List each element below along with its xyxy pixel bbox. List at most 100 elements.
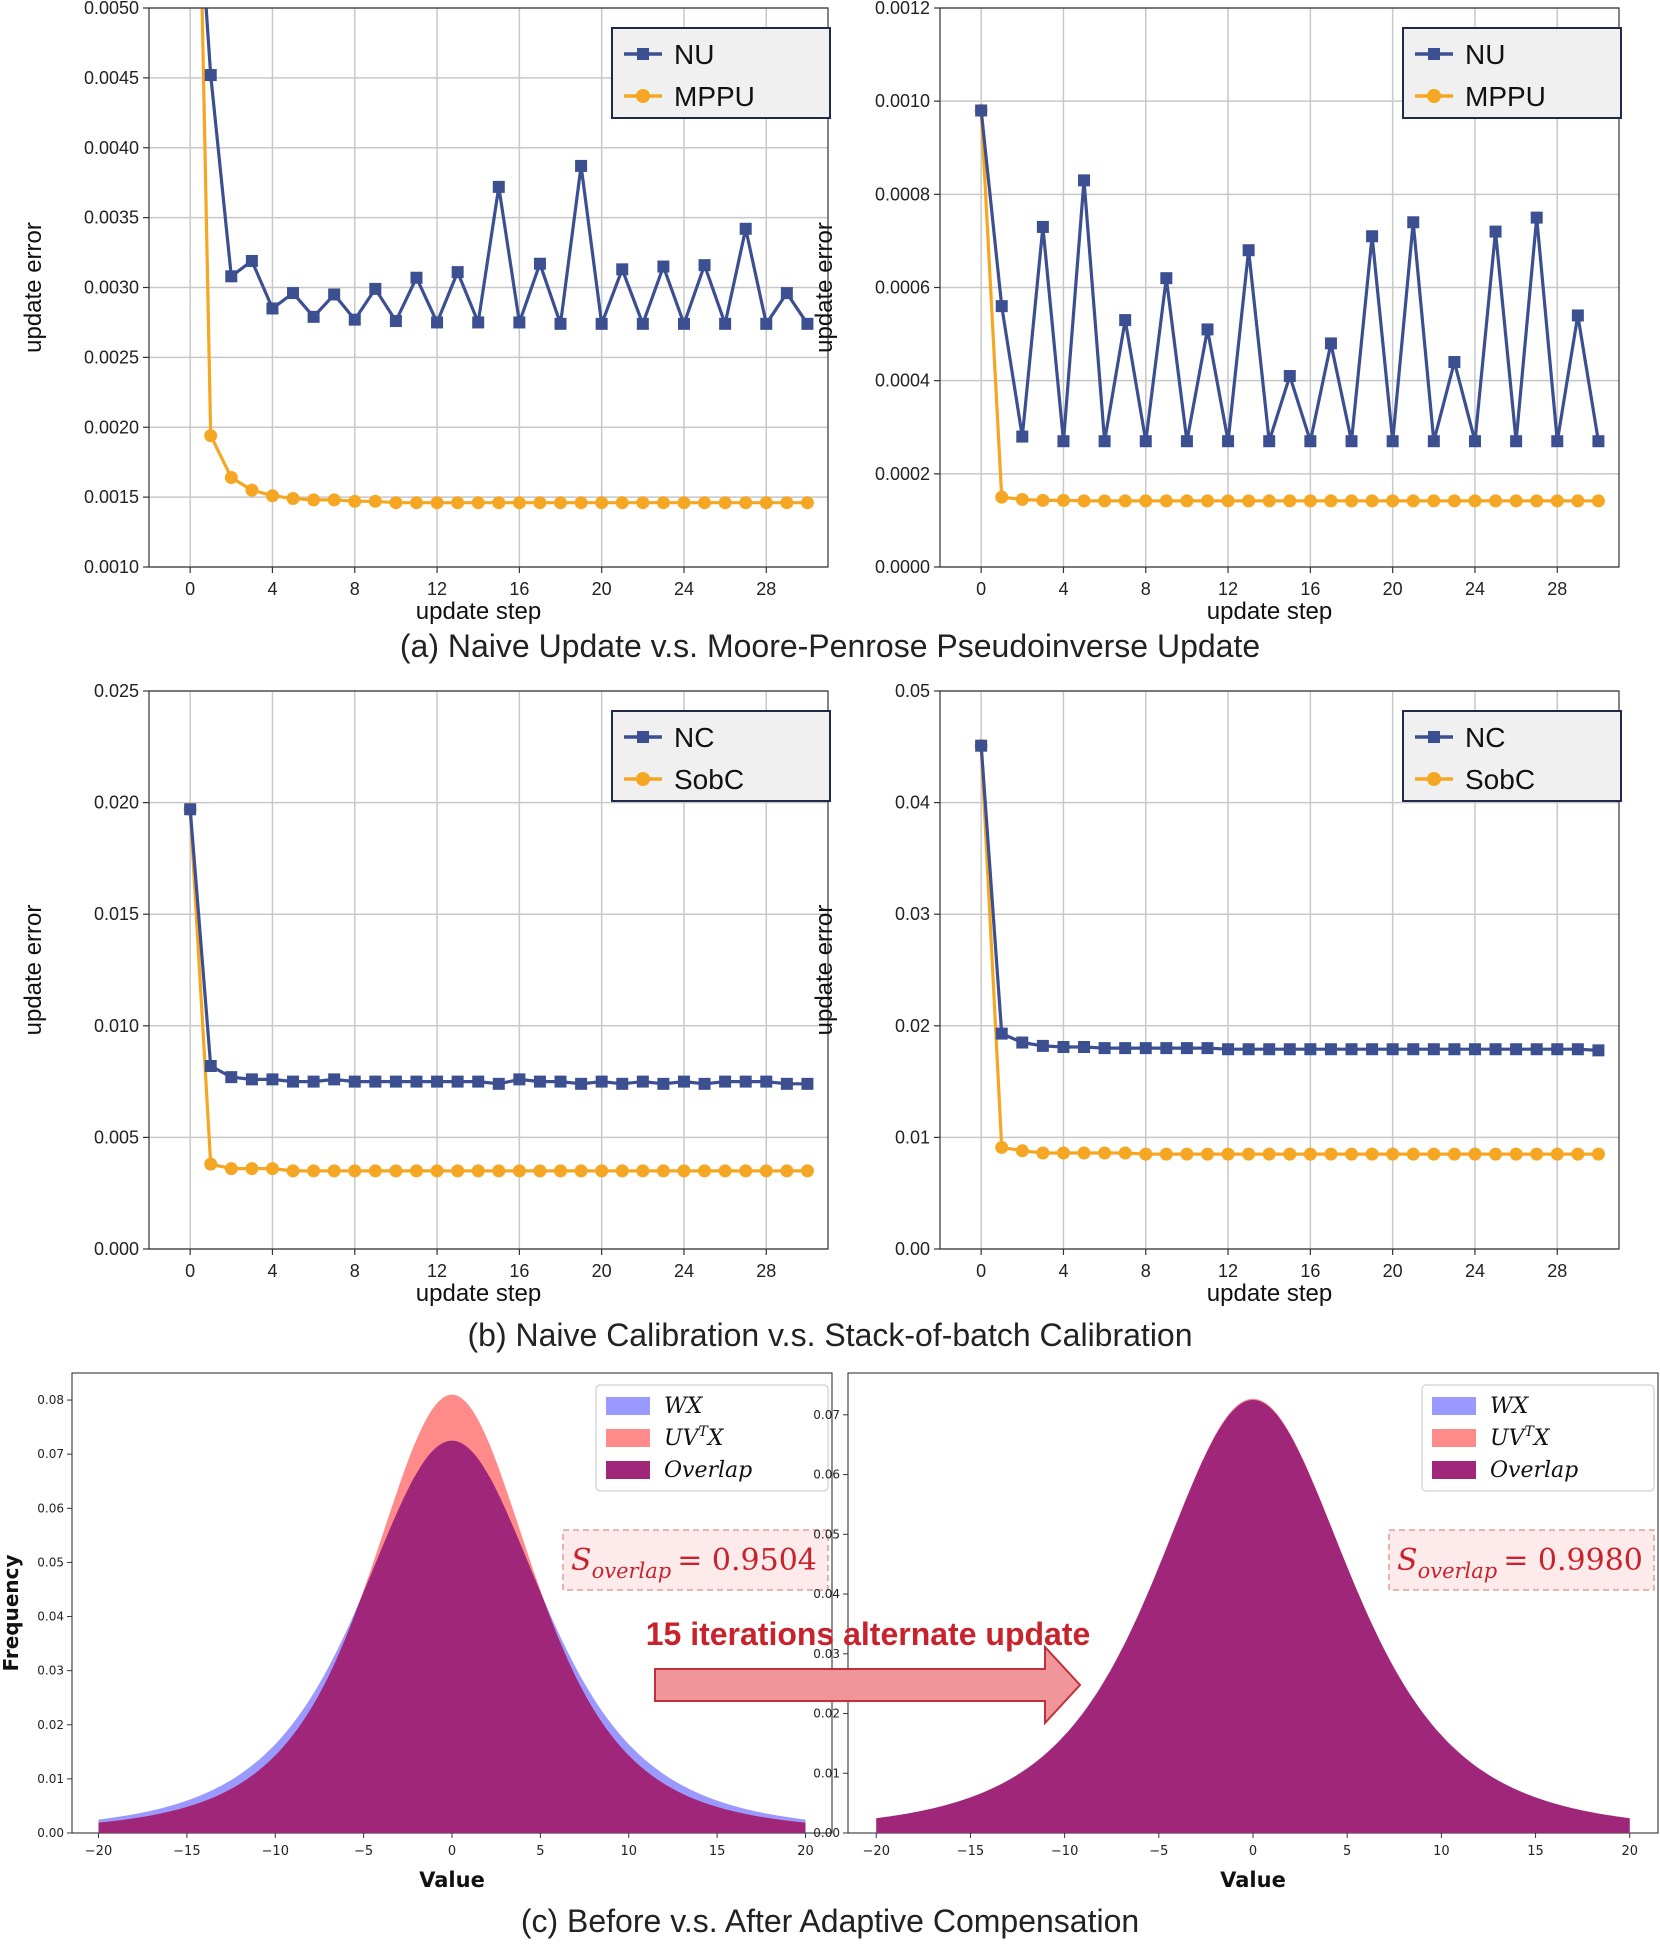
legend-box bbox=[1402, 27, 1622, 119]
x-tick-label: 4 bbox=[1058, 1261, 1068, 1281]
data-point-MPPU bbox=[698, 496, 712, 510]
x-tick-label: −20 bbox=[863, 1844, 890, 1859]
x-tick-label: −10 bbox=[262, 1844, 289, 1859]
data-point-NU bbox=[554, 317, 567, 330]
x-tick-label: 16 bbox=[509, 579, 529, 599]
data-point-NC bbox=[204, 1059, 217, 1072]
data-point-NU bbox=[1427, 435, 1440, 448]
data-point-MPPU bbox=[1015, 492, 1029, 506]
data-point-NC bbox=[1242, 1043, 1255, 1056]
data-point-MPPU bbox=[409, 496, 423, 510]
x-tick-label: 15 bbox=[709, 1844, 726, 1859]
axes-frame bbox=[939, 690, 1620, 1250]
x-tick-label: 5 bbox=[1343, 1844, 1351, 1859]
legend-box bbox=[611, 27, 831, 119]
y-tick-label: 0.01 bbox=[813, 1766, 840, 1780]
x-tick-label: 24 bbox=[1465, 1261, 1485, 1281]
data-point-NU bbox=[1242, 244, 1255, 257]
data-point-MPPU bbox=[224, 471, 238, 485]
data-point-NC bbox=[184, 803, 197, 816]
x-tick-label: 12 bbox=[427, 1261, 447, 1281]
x-axis-label: update step bbox=[1207, 598, 1332, 625]
overlap-score: Soverlap = 0.9504 bbox=[571, 1543, 817, 1583]
data-point-NC bbox=[431, 1075, 444, 1088]
data-point-NU bbox=[1592, 435, 1605, 448]
data-point-NU bbox=[1530, 211, 1543, 224]
data-point-NC bbox=[245, 1073, 258, 1086]
data-point-MPPU bbox=[1159, 494, 1173, 508]
data-point-NC bbox=[472, 1075, 485, 1088]
data-point-MPPU bbox=[471, 496, 485, 510]
chart-a-left: 0 4 8 12 16 20 24 28 0.0010 0.0015 0.0020 0.0025 0.0… bbox=[20, 0, 831, 625]
data-point-NU bbox=[287, 287, 300, 300]
data-point-NU bbox=[1263, 435, 1276, 448]
data-point-SobC bbox=[512, 1164, 526, 1178]
x-tick-label: 20 bbox=[592, 579, 612, 599]
y-tick-label: 0.01 bbox=[37, 1772, 64, 1786]
data-point-NU bbox=[513, 316, 526, 329]
data-point-SobC bbox=[1159, 1147, 1173, 1161]
data-point-SobC bbox=[533, 1164, 547, 1178]
data-point-SobC bbox=[1036, 1146, 1050, 1160]
x-tick-label: 10 bbox=[1433, 1844, 1450, 1859]
legend-label-NC: NC bbox=[1465, 722, 1505, 753]
data-point-MPPU bbox=[1365, 494, 1379, 508]
y-tick-label: 0.025 bbox=[94, 681, 139, 701]
data-point-NC bbox=[1571, 1043, 1584, 1056]
legend-marker-MPPU bbox=[1427, 89, 1441, 103]
data-point-MPPU bbox=[327, 493, 341, 507]
data-point-SobC bbox=[1468, 1147, 1482, 1161]
chart-c-left: −20 −15 −10 −5 0 5 10 15 20 0.00 0.01 0.02 0.03 0.04 0… bbox=[0, 1372, 833, 1892]
data-point-NU bbox=[739, 222, 752, 235]
data-point-NU bbox=[595, 317, 608, 330]
x-tick-label: 12 bbox=[1218, 1261, 1238, 1281]
data-point-SobC bbox=[800, 1164, 814, 1178]
data-point-SobC bbox=[1591, 1147, 1605, 1161]
data-point-SobC bbox=[409, 1164, 423, 1178]
y-tick-label: 0.03 bbox=[895, 904, 930, 924]
data-point-MPPU bbox=[451, 496, 465, 510]
data-point-NC bbox=[1057, 1041, 1070, 1054]
data-point-SobC bbox=[759, 1164, 773, 1178]
x-tick-label: 0 bbox=[185, 579, 195, 599]
data-point-NU bbox=[1016, 430, 1029, 443]
series-line-SobC bbox=[188, 809, 808, 1173]
data-point-MPPU bbox=[800, 496, 814, 510]
data-point-NU bbox=[1098, 435, 1111, 448]
x-tick-label: 0 bbox=[976, 1261, 986, 1281]
data-point-MPPU bbox=[677, 496, 691, 510]
x-tick-label: 0 bbox=[185, 1261, 195, 1281]
data-point-NC bbox=[1366, 1043, 1379, 1056]
data-point-SobC bbox=[1098, 1146, 1112, 1160]
data-point-NC bbox=[1119, 1042, 1132, 1055]
y-tick-label: 0.000 bbox=[94, 1239, 139, 1259]
data-point-MPPU bbox=[1262, 494, 1276, 508]
data-point-NC bbox=[1283, 1043, 1296, 1056]
y-tick-label: 0.00 bbox=[895, 1239, 930, 1259]
series-line-NU bbox=[979, 110, 1600, 443]
data-point-SobC bbox=[656, 1164, 670, 1178]
data-point-NC bbox=[1222, 1043, 1235, 1056]
data-point-SobC bbox=[1180, 1147, 1194, 1161]
data-point-MPPU bbox=[1139, 494, 1153, 508]
legend-marker-SobC bbox=[636, 772, 650, 786]
data-point-NU bbox=[801, 317, 814, 330]
data-point-MPPU bbox=[595, 496, 609, 510]
data-point-MPPU bbox=[1406, 494, 1420, 508]
arrow-label: 15 iterations alternate update bbox=[646, 1616, 1091, 1652]
data-point-MPPU bbox=[307, 493, 321, 507]
x-tick-label: 20 bbox=[1383, 579, 1403, 599]
x-tick-label: 8 bbox=[350, 1261, 360, 1281]
x-tick-label: −20 bbox=[85, 1844, 112, 1859]
data-point-NC bbox=[389, 1075, 402, 1088]
data-point-SobC bbox=[780, 1164, 794, 1178]
y-tick-label: 0.0010 bbox=[84, 557, 139, 577]
y-tick-label: 0.03 bbox=[813, 1647, 840, 1661]
plot-area bbox=[974, 103, 1605, 508]
data-point-NU bbox=[1283, 370, 1296, 383]
data-point-NC bbox=[1592, 1044, 1605, 1057]
data-point-SobC bbox=[677, 1164, 691, 1178]
data-point-SobC bbox=[1303, 1147, 1317, 1161]
data-point-SobC bbox=[1118, 1146, 1132, 1160]
caption-b: (b) Naive Calibration v.s. Stack-of-batc… bbox=[467, 1317, 1193, 1353]
